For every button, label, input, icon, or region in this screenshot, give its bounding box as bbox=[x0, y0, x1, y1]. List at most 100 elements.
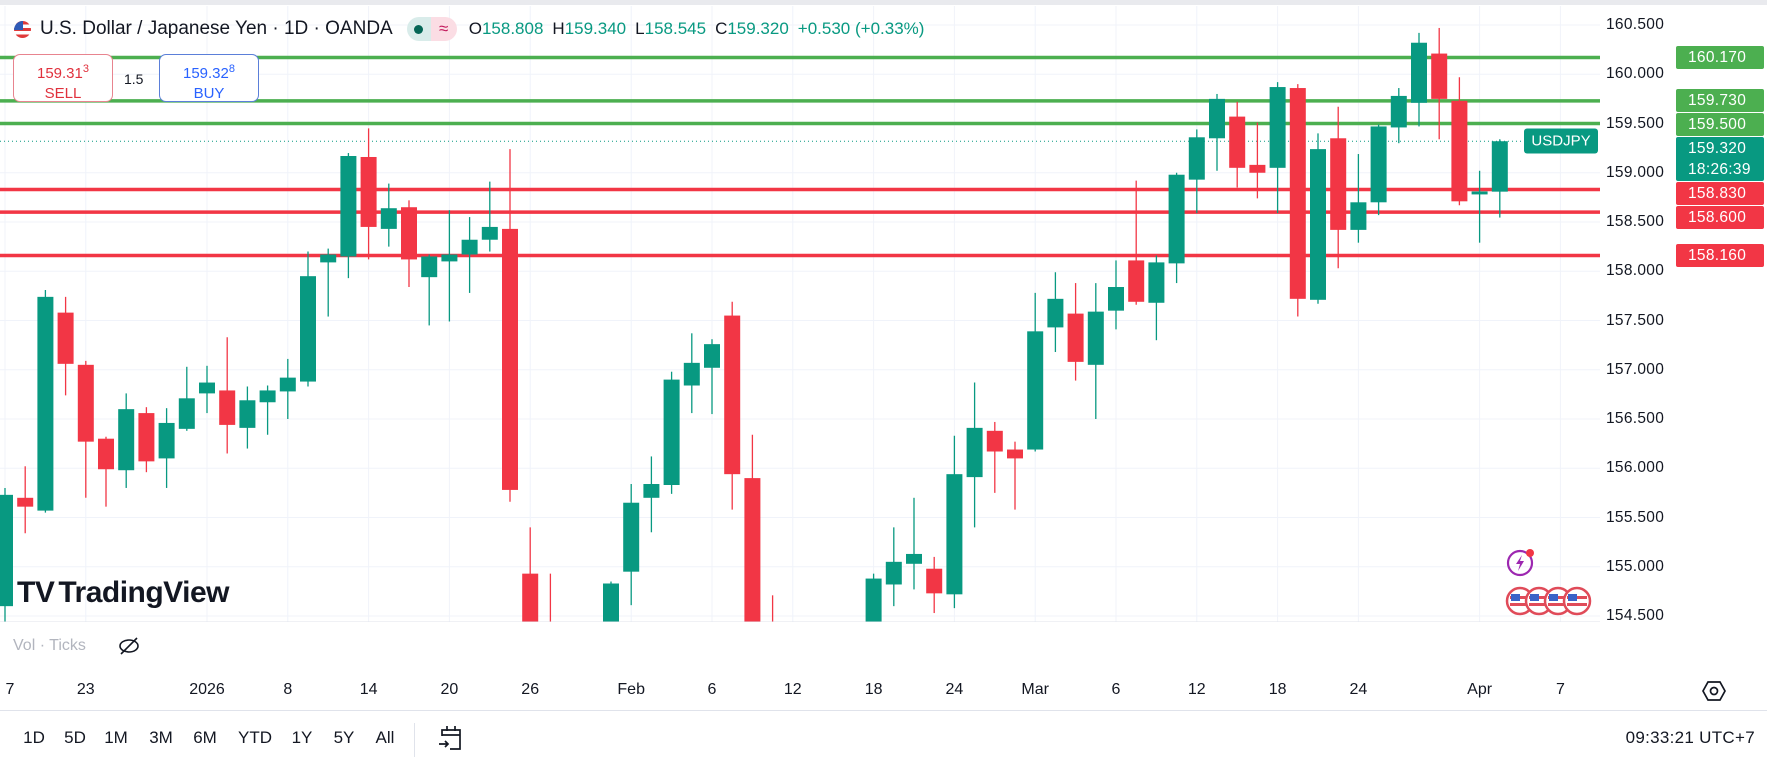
candle-body bbox=[158, 422, 175, 459]
time-tick: 12 bbox=[783, 681, 802, 698]
candle-body bbox=[98, 438, 114, 470]
candle bbox=[1411, 32, 1427, 127]
candle-body bbox=[380, 208, 397, 229]
candle bbox=[118, 393, 135, 488]
candle-body bbox=[320, 254, 337, 263]
candle bbox=[1168, 172, 1185, 284]
candle bbox=[1229, 101, 1246, 188]
candle-body bbox=[481, 226, 498, 240]
price-tick: 159.500 bbox=[1606, 114, 1665, 132]
time-tick: Apr bbox=[1467, 681, 1493, 698]
candles bbox=[0, 27, 1508, 622]
candle bbox=[481, 181, 498, 252]
level-price-badge[interactable]: 159.730 bbox=[1676, 89, 1764, 113]
candle bbox=[1148, 255, 1165, 341]
candle-body bbox=[340, 156, 357, 257]
us-flag-icon bbox=[14, 20, 31, 38]
price-tick: 158.000 bbox=[1606, 262, 1665, 280]
candle bbox=[865, 573, 882, 622]
range-button-3m[interactable]: 3M bbox=[149, 728, 173, 747]
candle-body bbox=[360, 156, 377, 227]
time-tick: 6 bbox=[707, 681, 717, 698]
lightning-event-icon[interactable] bbox=[1505, 546, 1537, 578]
candle-body bbox=[1128, 260, 1145, 302]
candle-body bbox=[37, 296, 54, 511]
candle bbox=[279, 358, 296, 419]
top-border bbox=[0, 0, 1767, 5]
time-tick: 26 bbox=[521, 681, 540, 698]
candle bbox=[320, 248, 337, 317]
symbol-title[interactable]: U.S. Dollar / Japanese Yen · 1D · OANDA bbox=[40, 18, 393, 39]
candle bbox=[744, 434, 761, 622]
market-open-dot-icon bbox=[406, 17, 431, 41]
candle-body bbox=[1350, 202, 1367, 230]
range-button-1y[interactable]: 1Y bbox=[291, 728, 313, 747]
symbol-label: USDJPY bbox=[1524, 128, 1598, 154]
candle bbox=[1108, 260, 1124, 330]
candle-body bbox=[279, 377, 296, 392]
candle-body bbox=[603, 583, 619, 622]
candle bbox=[57, 296, 74, 396]
candle bbox=[549, 573, 552, 622]
candle-body bbox=[986, 430, 1003, 452]
candle-body bbox=[885, 561, 902, 585]
candle bbox=[623, 484, 640, 606]
chart-settings-icon[interactable] bbox=[1701, 679, 1727, 703]
candle-body bbox=[1168, 174, 1185, 264]
candle bbox=[1067, 283, 1084, 381]
candle bbox=[1047, 272, 1064, 353]
candle-body bbox=[1148, 262, 1165, 303]
candle bbox=[1249, 122, 1266, 199]
range-button-all[interactable]: All bbox=[375, 728, 395, 747]
buy-button[interactable]: 159.328 BUY bbox=[159, 54, 259, 102]
range-button-5d[interactable]: 5D bbox=[64, 728, 86, 747]
candle-body bbox=[683, 362, 700, 386]
candle bbox=[946, 435, 963, 609]
sell-button[interactable]: 159.313 SELL bbox=[13, 54, 113, 102]
range-button-1d[interactable]: 1D bbox=[23, 728, 45, 747]
chart-plot-area[interactable] bbox=[0, 0, 1600, 622]
candle bbox=[1269, 82, 1286, 214]
candle-body bbox=[1310, 149, 1326, 300]
candle-body bbox=[441, 254, 458, 262]
candle-body bbox=[17, 497, 34, 507]
candle-body bbox=[865, 578, 882, 622]
candle-body bbox=[623, 502, 640, 572]
candle-body bbox=[401, 207, 417, 260]
calendar-arrow-icon[interactable] bbox=[437, 724, 463, 752]
candle bbox=[259, 385, 276, 435]
level-price-badge[interactable]: 158.160 bbox=[1676, 243, 1764, 267]
us-flag-event-icon[interactable] bbox=[1562, 586, 1592, 616]
candle bbox=[1370, 124, 1387, 216]
range-button-ytd[interactable]: YTD bbox=[238, 728, 272, 747]
candle-body bbox=[77, 364, 94, 442]
range-button-6m[interactable]: 6M bbox=[193, 728, 217, 747]
level-price-badge[interactable]: 158.830 bbox=[1676, 182, 1764, 206]
candle bbox=[401, 200, 417, 288]
level-price-badge[interactable]: 160.170 bbox=[1676, 46, 1764, 69]
candle-body bbox=[421, 256, 438, 278]
level-price-badge[interactable]: 159.500 bbox=[1676, 113, 1764, 137]
volume-legend[interactable]: Vol · Ticks bbox=[13, 637, 86, 654]
candle bbox=[300, 251, 316, 387]
level-price-badge[interactable]: 158.600 bbox=[1676, 206, 1764, 230]
price-tick: 156.000 bbox=[1606, 459, 1665, 477]
clock-timezone[interactable]: 09:33:21 UTC+7 bbox=[1625, 728, 1755, 747]
candle bbox=[461, 217, 478, 293]
range-button-5y[interactable]: 5Y bbox=[333, 728, 355, 747]
eye-off-icon[interactable] bbox=[117, 636, 141, 656]
candle bbox=[1310, 133, 1326, 304]
candle bbox=[771, 595, 774, 622]
candle bbox=[724, 301, 741, 510]
status-pill[interactable]: ≈ bbox=[406, 17, 457, 41]
candle bbox=[0, 487, 13, 622]
range-button-1m[interactable]: 1M bbox=[104, 728, 128, 747]
candle bbox=[380, 183, 397, 247]
candle-body bbox=[966, 427, 983, 478]
price-axis[interactable]: 160.500 160.000 159.500 159.000 158.500 158.0… bbox=[1600, 0, 1767, 624]
candle bbox=[704, 339, 720, 415]
candle bbox=[178, 366, 195, 431]
candle-body bbox=[138, 413, 155, 462]
price-tick: 158.500 bbox=[1606, 213, 1665, 230]
candle-body bbox=[663, 379, 680, 485]
